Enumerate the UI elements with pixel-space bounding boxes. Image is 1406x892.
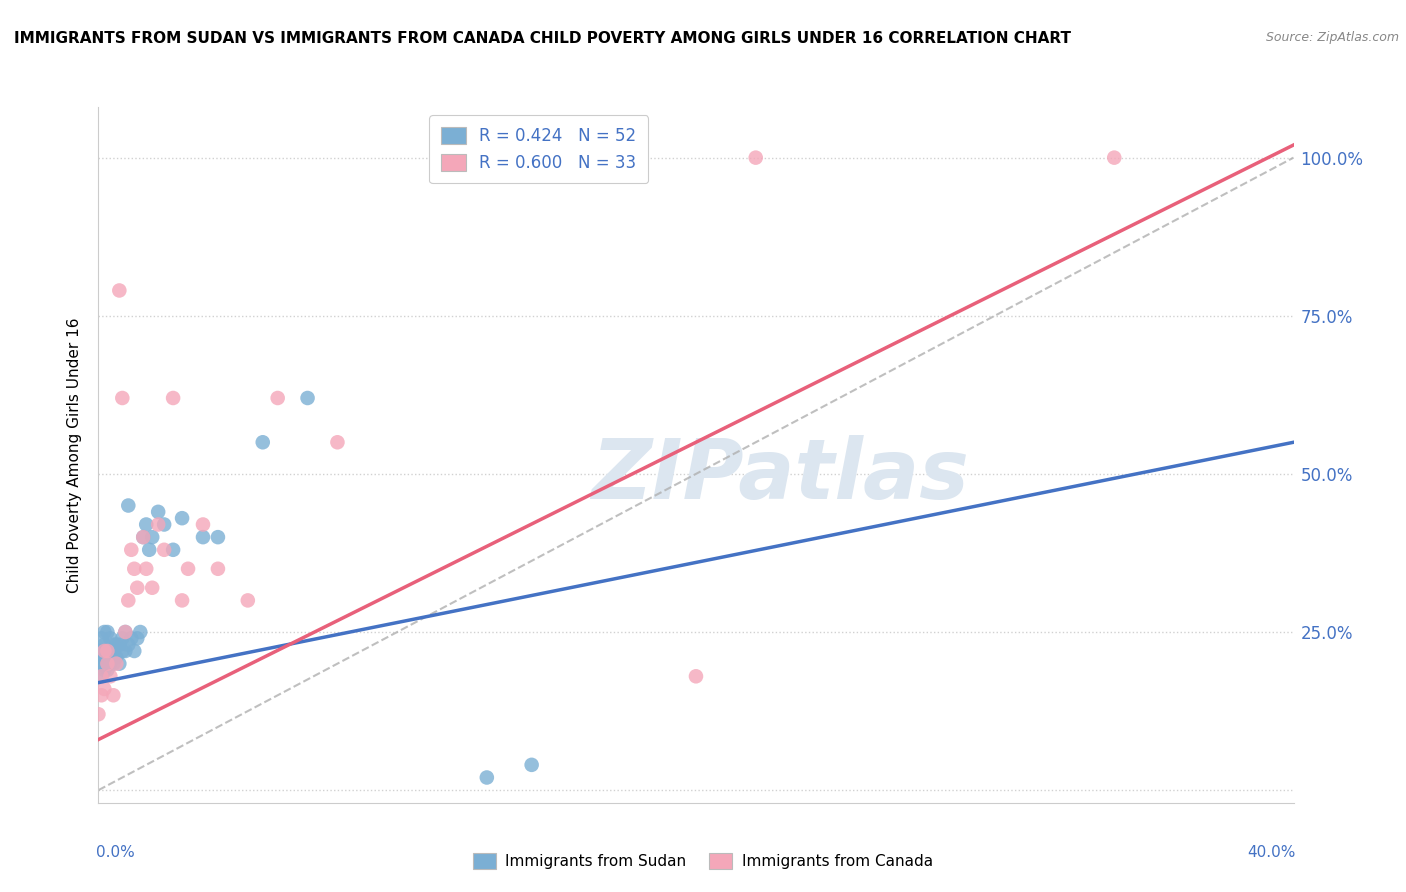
Point bbox=[191, 517, 214, 532]
Point bbox=[114, 644, 136, 658]
Point bbox=[177, 562, 200, 576]
Point bbox=[93, 644, 115, 658]
Point bbox=[96, 650, 118, 665]
Point bbox=[98, 644, 122, 658]
Point bbox=[117, 638, 139, 652]
Point bbox=[132, 530, 155, 544]
Point bbox=[98, 657, 122, 671]
Point bbox=[148, 505, 170, 519]
Point bbox=[114, 625, 136, 640]
Point bbox=[141, 530, 163, 544]
Point bbox=[87, 644, 110, 658]
Point bbox=[96, 663, 118, 677]
Point bbox=[87, 657, 110, 671]
Point bbox=[148, 517, 170, 532]
Point bbox=[93, 650, 115, 665]
Point bbox=[105, 638, 128, 652]
Point bbox=[124, 644, 146, 658]
Point bbox=[685, 669, 707, 683]
Point bbox=[162, 542, 184, 557]
Point bbox=[129, 625, 152, 640]
Point bbox=[191, 530, 214, 544]
Point bbox=[87, 707, 110, 722]
Point bbox=[108, 284, 131, 298]
Point bbox=[124, 562, 146, 576]
Text: ZIPatlas: ZIPatlas bbox=[591, 435, 969, 516]
Point bbox=[114, 625, 136, 640]
Point bbox=[96, 644, 118, 658]
Point bbox=[141, 581, 163, 595]
Point bbox=[103, 644, 125, 658]
Point bbox=[127, 581, 149, 595]
Point bbox=[475, 771, 498, 785]
Point bbox=[745, 151, 768, 165]
Text: Source: ZipAtlas.com: Source: ZipAtlas.com bbox=[1265, 31, 1399, 45]
Point bbox=[138, 542, 160, 557]
Point bbox=[267, 391, 290, 405]
Point bbox=[103, 638, 125, 652]
Point bbox=[96, 625, 118, 640]
Y-axis label: Child Poverty Among Girls Under 16: Child Poverty Among Girls Under 16 bbox=[67, 318, 83, 592]
Point bbox=[90, 657, 112, 671]
Point bbox=[127, 632, 149, 646]
Point bbox=[90, 644, 112, 658]
Point bbox=[96, 657, 118, 671]
Point bbox=[135, 517, 157, 532]
Point bbox=[297, 391, 319, 405]
Point bbox=[153, 517, 176, 532]
Point bbox=[105, 657, 128, 671]
Point bbox=[103, 650, 125, 665]
Point bbox=[103, 657, 125, 671]
Point bbox=[252, 435, 274, 450]
Point bbox=[96, 644, 118, 658]
Text: 40.0%: 40.0% bbox=[1247, 845, 1296, 860]
Point bbox=[236, 593, 259, 607]
Point bbox=[120, 632, 142, 646]
Point bbox=[117, 499, 139, 513]
Point bbox=[207, 530, 229, 544]
Point bbox=[90, 632, 112, 646]
Point bbox=[93, 663, 115, 677]
Point bbox=[105, 650, 128, 665]
Point bbox=[111, 632, 134, 646]
Point bbox=[153, 542, 176, 557]
Point bbox=[108, 657, 131, 671]
Point bbox=[111, 391, 134, 405]
Text: IMMIGRANTS FROM SUDAN VS IMMIGRANTS FROM CANADA CHILD POVERTY AMONG GIRLS UNDER : IMMIGRANTS FROM SUDAN VS IMMIGRANTS FROM… bbox=[14, 31, 1071, 46]
Point bbox=[103, 688, 125, 702]
Point bbox=[172, 593, 194, 607]
Point bbox=[520, 757, 543, 772]
Point bbox=[1104, 151, 1126, 165]
Point bbox=[117, 593, 139, 607]
Point bbox=[93, 644, 115, 658]
Point bbox=[326, 435, 349, 450]
Point bbox=[93, 638, 115, 652]
Point bbox=[108, 638, 131, 652]
Point bbox=[172, 511, 194, 525]
Legend: R = 0.424   N = 52, R = 0.600   N = 33: R = 0.424 N = 52, R = 0.600 N = 33 bbox=[429, 115, 648, 184]
Text: 0.0%: 0.0% bbox=[96, 845, 135, 860]
Point bbox=[135, 562, 157, 576]
Point bbox=[120, 542, 142, 557]
Point bbox=[98, 632, 122, 646]
Point bbox=[90, 688, 112, 702]
Point bbox=[98, 669, 122, 683]
Point bbox=[96, 657, 118, 671]
Point bbox=[90, 669, 112, 683]
Point bbox=[90, 669, 112, 683]
Point bbox=[90, 650, 112, 665]
Point bbox=[132, 530, 155, 544]
Point bbox=[207, 562, 229, 576]
Point bbox=[162, 391, 184, 405]
Point bbox=[93, 681, 115, 696]
Point bbox=[111, 644, 134, 658]
Legend: Immigrants from Sudan, Immigrants from Canada: Immigrants from Sudan, Immigrants from C… bbox=[467, 847, 939, 875]
Point bbox=[93, 625, 115, 640]
